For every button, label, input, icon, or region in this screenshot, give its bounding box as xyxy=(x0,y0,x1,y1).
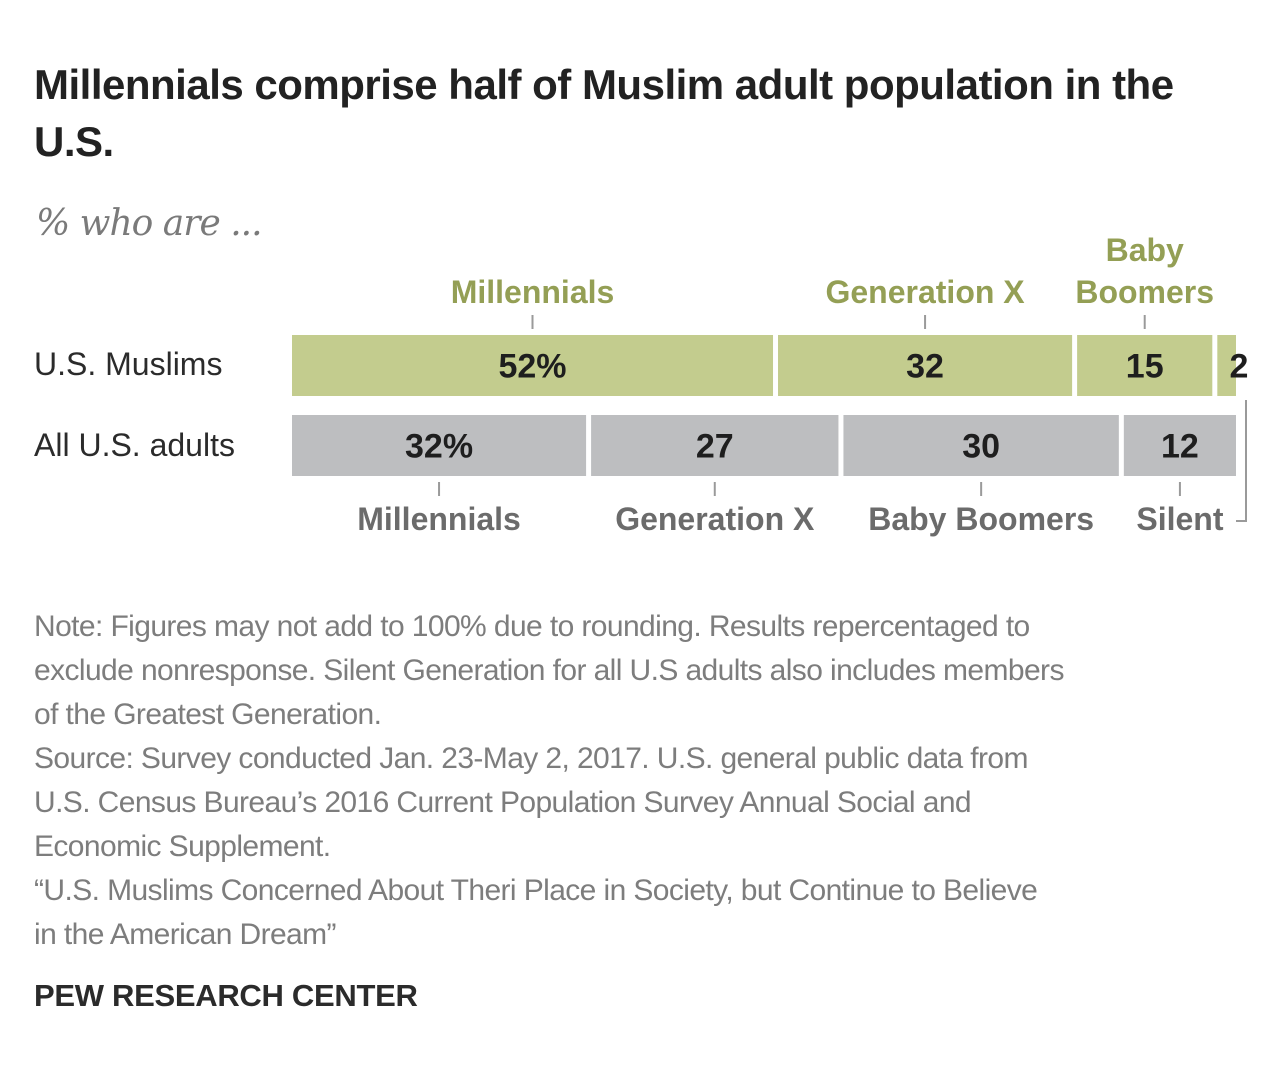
value-label-silent: 2 xyxy=(1230,348,1249,386)
bar-adults-baby-boomers xyxy=(843,415,1119,476)
chart-notes: Note: Figures may not add to 100% due to… xyxy=(34,605,1254,957)
value-label-generation-x: 32 xyxy=(906,348,944,386)
category-label-millennials: Millennials xyxy=(451,274,615,310)
note-line: Note: Figures may not add to 100% due to… xyxy=(34,610,1030,643)
chart-title: Millennials comprise half of Muslim adul… xyxy=(34,61,1174,165)
value-label-baby-boomers: 30 xyxy=(962,428,1000,466)
category-label-generation-x: Generation X xyxy=(615,501,815,537)
silent-bracket-line xyxy=(1236,400,1247,522)
bar-muslims-baby-boomers xyxy=(1077,335,1213,396)
category-label-generation-x: Generation X xyxy=(825,274,1025,310)
value-label-silent: 12 xyxy=(1161,428,1199,466)
category-label-millennials: Millennials xyxy=(357,501,521,537)
row-label-us-muslims: U.S. Muslims xyxy=(34,346,223,382)
chart-subtitle: % who are ... xyxy=(36,203,263,244)
report-title-line: “U.S. Muslims Concerned About Theri Plac… xyxy=(34,874,1038,907)
note-line: of the Greatest Generation. xyxy=(34,698,382,731)
pew-research-center-logo: PEW RESEARCH CENTER xyxy=(34,978,418,1013)
bar-adults-silent xyxy=(1123,415,1236,476)
category-label-baby-boomers: Baby xyxy=(1106,232,1184,268)
bar-adults-generation-x xyxy=(591,415,839,476)
bar-muslims-silent xyxy=(1217,335,1236,396)
value-label-baby-boomers: 15 xyxy=(1126,348,1164,386)
category-label-silent: Silent xyxy=(1136,501,1223,537)
note-line: exclude nonresponse. Silent Generation f… xyxy=(34,654,1064,687)
bar-muslims-millennials xyxy=(292,335,774,396)
row-label-all-us-adults: All U.S. adults xyxy=(34,427,235,463)
report-title-line: in the American Dream” xyxy=(34,918,337,951)
category-label-baby-boomers: Boomers xyxy=(1075,274,1214,310)
category-label-baby-boomers: Baby Boomers xyxy=(868,501,1094,537)
stacked-bar-chart: 52% Millennials 32 Generation X 15 Baby Boomer… xyxy=(292,232,1249,537)
source-line: Economic Supplement. xyxy=(34,830,331,863)
source-line: U.S. Census Bureau’s 2016 Current Popula… xyxy=(34,786,972,819)
bar-muslims-generation-x xyxy=(778,335,1073,396)
value-label-millennials: 52% xyxy=(498,348,566,386)
bar-adults-millennials xyxy=(292,415,587,476)
value-label-millennials: 32% xyxy=(405,428,473,466)
source-line: Source: Survey conducted Jan. 23-May 2, … xyxy=(34,742,1029,775)
value-label-generation-x: 27 xyxy=(696,428,734,466)
